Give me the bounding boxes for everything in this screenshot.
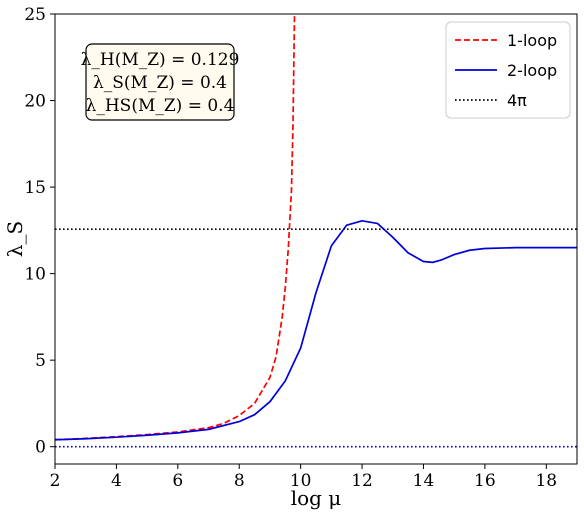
legend-label-2-loop: 2-loop (507, 61, 557, 80)
plot-frame (54, 13, 578, 465)
x-tick-label: 14 (413, 471, 435, 491)
x-tick-label: 4 (111, 471, 122, 491)
annotation-lambda-s: λ_S(M_Z) = 0.4 (93, 73, 227, 93)
y-tick-label: 15 (24, 178, 46, 198)
y-tick-label: 0 (35, 438, 46, 458)
series-lines (55, 14, 577, 441)
legend-box (445, 21, 571, 119)
y-axis-ticks: 0 5 10 15 20 25 (24, 5, 55, 458)
y-tick-label: 20 (24, 92, 46, 112)
x-tick-label: 18 (535, 471, 557, 491)
legend-label-4pi: 4π (507, 91, 527, 110)
x-tick-label: 6 (172, 471, 183, 491)
legend: 1-loop 2-loop 4π (445, 21, 571, 119)
annotation-lambda-h: λ_H(M_Z) = 0.129 (81, 50, 240, 70)
x-axis-label: log μ (291, 486, 342, 510)
x-axis-ticks: 2 4 6 8 10 12 14 16 18 (50, 464, 557, 491)
y-tick-label: 25 (24, 5, 46, 25)
x-tick-label: 8 (234, 471, 245, 491)
y-tick-label: 5 (35, 351, 46, 371)
annotation-lambda-hs: λ_HS(M_Z) = 0.4 (86, 96, 235, 116)
annotation-box (85, 43, 235, 121)
x-tick-label: 12 (351, 471, 373, 491)
legend-label-1-loop: 1-loop (507, 31, 557, 50)
parameter-annotation: λ_H(M_Z) = 0.129 λ_S(M_Z) = 0.4 λ_HS(M_Z… (81, 43, 240, 121)
x-tick-label: 16 (474, 471, 496, 491)
x-tick-label: 10 (290, 471, 312, 491)
y-axis-label: λ_S (3, 221, 27, 257)
series-line-2-loop (55, 219, 577, 441)
y-tick-label: 10 (24, 265, 46, 285)
x-tick-label: 2 (50, 471, 61, 491)
